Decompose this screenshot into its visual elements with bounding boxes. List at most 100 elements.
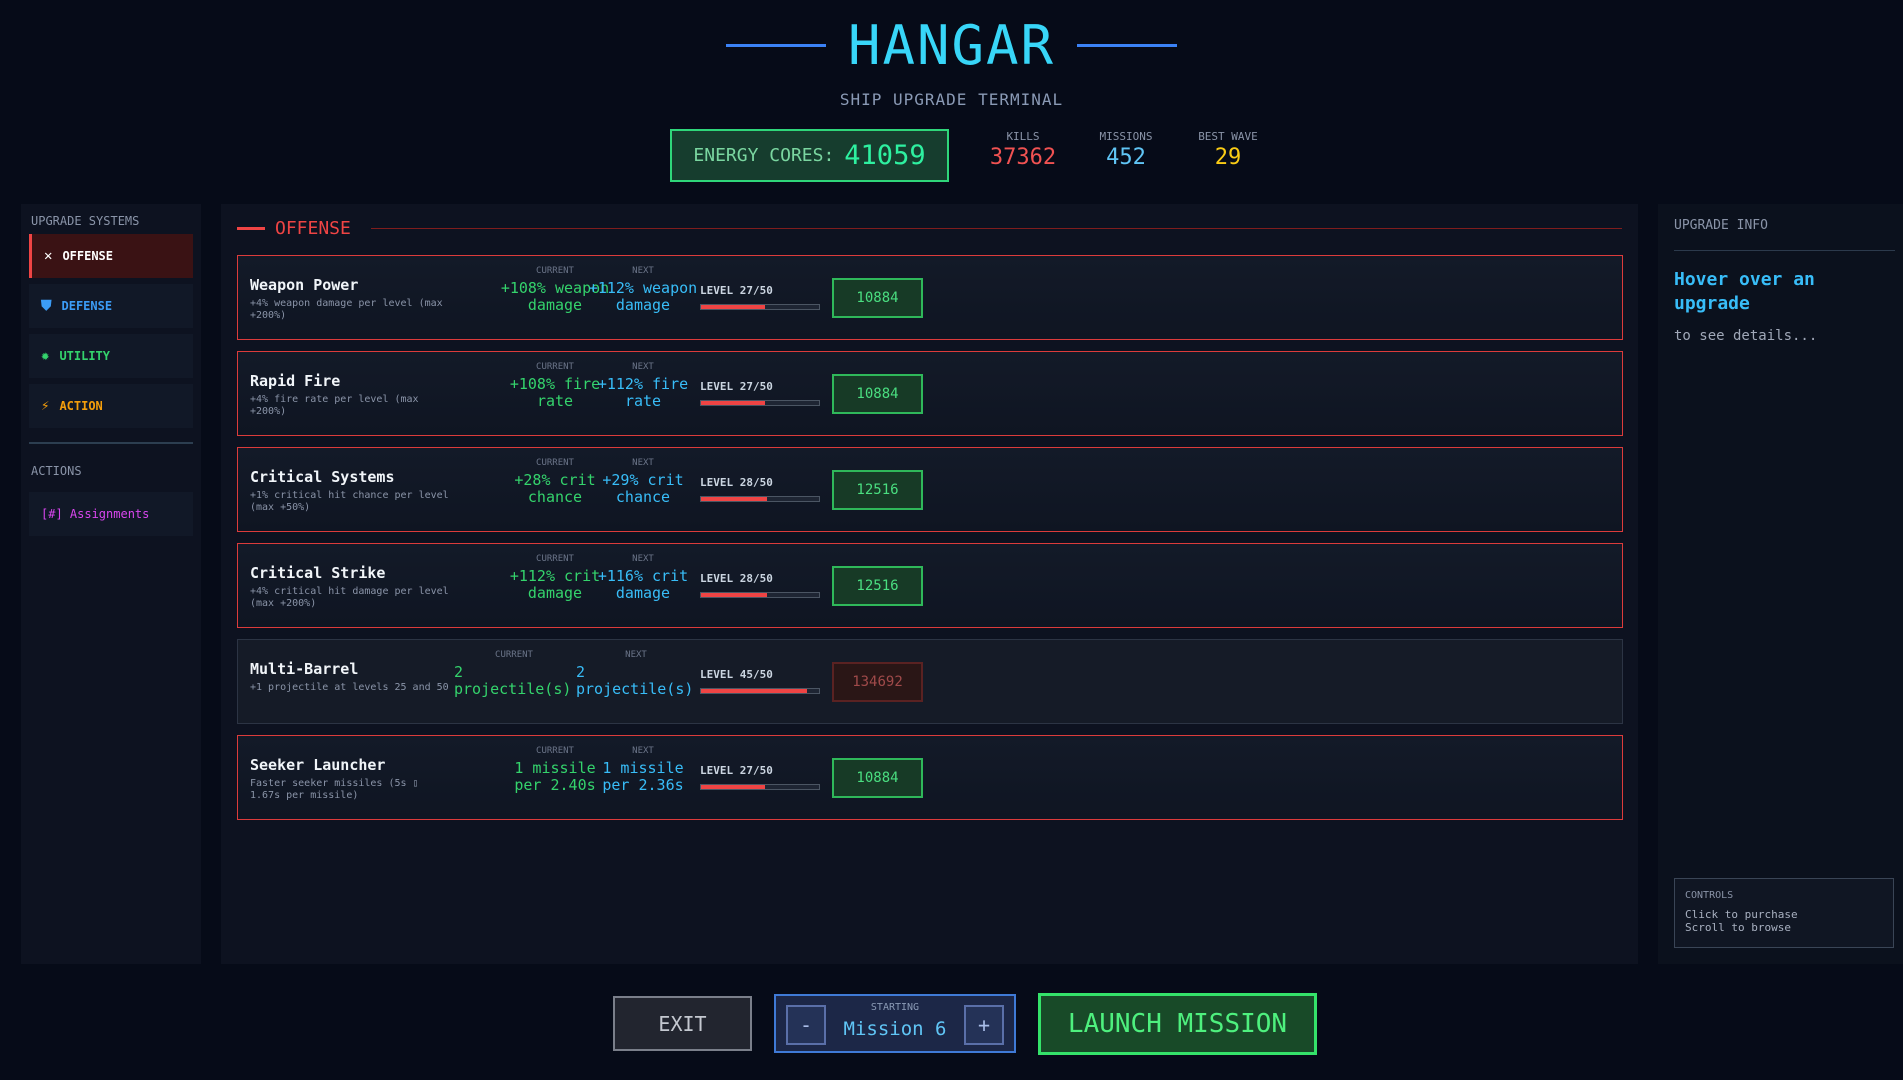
upgrade-card[interactable]: Multi-Barrel +1 projectile at levels 25 … <box>237 639 1623 724</box>
next-effect: 2 projectile(s) <box>576 663 694 698</box>
upgrade-card[interactable]: Critical Strike +4% critical hit damage … <box>237 543 1623 628</box>
controls-box: CONTROLS Click to purchase Scroll to bro… <box>1674 878 1894 948</box>
title-divider-left <box>725 44 826 47</box>
info-divider <box>1674 250 1895 251</box>
next-label: NEXT <box>632 266 654 276</box>
energy-label: ENERGY CORES: <box>693 145 835 166</box>
shield-icon: ⛊ <box>41 298 52 314</box>
sidebar-divider <box>29 442 193 444</box>
mission-selector: - STARTING Mission 6 + <box>774 994 1016 1053</box>
next-label: NEXT <box>632 458 654 468</box>
increment-mission-button[interactable]: + <box>964 1005 1004 1045</box>
level-progress-bar <box>700 496 820 502</box>
next-value: NEXT 1 missile per 2.36s <box>588 746 698 794</box>
purchase-button[interactable]: 10884 <box>832 374 923 414</box>
upgrade-name: Seeker Launcher <box>250 756 386 774</box>
info-subtitle: to see details... <box>1674 328 1818 344</box>
current-label: CURRENT <box>536 554 574 564</box>
purchase-button[interactable]: 12516 <box>832 566 923 606</box>
stat-label: KILLS <box>1006 130 1040 143</box>
stat-label: BEST WAVE <box>1198 130 1258 143</box>
energy-value: 41059 <box>844 140 926 171</box>
current-label: CURRENT <box>536 362 574 372</box>
launch-mission-button[interactable]: LAUNCH MISSION <box>1038 993 1317 1055</box>
level-progress-bar <box>700 688 820 694</box>
sidebar-item-offense[interactable]: ✕ OFFENSE <box>29 234 193 278</box>
sidebar-item-label: OFFENSE <box>62 249 114 263</box>
current-value: CURRENT +108% weapon damage <box>500 266 610 314</box>
exit-button[interactable]: EXIT <box>613 996 752 1051</box>
title-divider-right <box>1077 44 1178 47</box>
upgrade-name: Critical Systems <box>250 468 395 486</box>
sidebar: UPGRADE SYSTEMS ✕ OFFENSE ⛊ DEFENSE ✹ UT… <box>21 204 201 964</box>
next-effect: +112% weapon damage <box>588 279 698 314</box>
upgrade-name: Rapid Fire <box>250 372 341 390</box>
current-effect: 1 missile per 2.40s <box>514 759 596 794</box>
current-effect: 2 projectile(s) <box>454 663 572 698</box>
info-title: Hover over an upgrade <box>1674 269 1815 314</box>
current-value: CURRENT +108% fire rate <box>500 362 610 410</box>
next-effect: +29% crit chance <box>602 471 684 506</box>
next-value: NEXT +116% crit damage <box>588 554 698 602</box>
level-progress-bar <box>700 400 820 406</box>
upgrade-description: +4% fire rate per level (max +200%) <box>250 394 419 417</box>
next-value: NEXT +112% weapon damage <box>588 266 698 314</box>
stat-best-wave: BEST WAVE 29 <box>1173 130 1283 170</box>
next-label: NEXT <box>632 362 654 372</box>
sidebar-item-action[interactable]: ⚡ ACTION <box>29 384 193 428</box>
level-label: LEVEL 28/50 <box>700 476 773 489</box>
level-progress-bar <box>700 592 820 598</box>
next-effect: +116% crit damage <box>597 567 689 602</box>
stat-value: 452 <box>1106 145 1146 170</box>
purchase-button[interactable]: 134692 <box>832 662 923 702</box>
stat-missions: MISSIONS 452 <box>1071 130 1181 170</box>
level-progress-fill <box>701 497 768 501</box>
upgrade-card[interactable]: Rapid Fire +4% fire rate per level (max … <box>237 351 1623 436</box>
next-value: NEXT +29% crit chance <box>588 458 698 506</box>
upgrade-description: +1% critical hit chance per level (max +… <box>250 490 449 513</box>
upgrade-card[interactable]: Weapon Power +4% weapon damage per level… <box>237 255 1623 340</box>
level-progress-fill <box>701 785 765 789</box>
sidebar-item-defense[interactable]: ⛊ DEFENSE <box>29 284 193 328</box>
stat-kills: KILLS 37362 <box>968 130 1078 170</box>
level-progress-fill <box>701 305 765 309</box>
section-line <box>370 228 1622 229</box>
upgrade-description: +4% weapon damage per level (max +200%) <box>250 298 443 321</box>
purchase-button[interactable]: 10884 <box>832 278 923 318</box>
upgrade-info-panel: UPGRADE INFO Hover over an upgrade to se… <box>1658 204 1903 964</box>
decrement-mission-button[interactable]: - <box>786 1005 826 1045</box>
level-label: LEVEL 45/50 <box>700 668 773 681</box>
section-dash <box>237 227 265 230</box>
current-value: CURRENT 2 projectile(s) <box>454 650 574 698</box>
upgrade-card[interactable]: Critical Systems +1% critical hit chance… <box>237 447 1623 532</box>
next-effect: +112% fire rate <box>597 375 689 410</box>
next-value: NEXT +112% fire rate <box>588 362 698 410</box>
actions-heading: ACTIONS <box>31 464 82 478</box>
control-hint: Click to purchase <box>1685 908 1798 921</box>
info-heading: UPGRADE INFO <box>1674 218 1768 233</box>
mission-value: Mission 6 <box>843 1018 947 1040</box>
current-effect: +108% weapon damage <box>500 279 610 314</box>
purchase-button[interactable]: 10884 <box>832 758 923 798</box>
page-subtitle: SHIP UPGRADE TERMINAL <box>839 90 1064 109</box>
next-label: NEXT <box>632 554 654 564</box>
upgrade-name: Weapon Power <box>250 276 359 294</box>
next-label: NEXT <box>632 746 654 756</box>
assignments-button[interactable]: [#] Assignments <box>29 492 193 536</box>
section-title: OFFENSE <box>275 218 351 239</box>
current-label: CURRENT <box>536 266 574 276</box>
current-effect: +28% crit chance <box>514 471 596 506</box>
upgrade-description: Faster seeker missiles (5s ▯ 1.67s per m… <box>250 778 419 801</box>
purchase-button[interactable]: 12516 <box>832 470 923 510</box>
upgrade-name: Multi-Barrel <box>250 660 359 678</box>
sidebar-item-utility[interactable]: ✹ UTILITY <box>29 334 193 378</box>
level-label: LEVEL 27/50 <box>700 284 773 297</box>
crossed-swords-icon: ✕ <box>44 248 53 264</box>
level-progress-fill <box>701 401 765 405</box>
upgrade-card[interactable]: Seeker Launcher Faster seeker missiles (… <box>237 735 1623 820</box>
level-progress-fill <box>701 689 808 693</box>
next-label: NEXT <box>625 650 647 660</box>
lightning-icon: ⚡ <box>41 398 50 414</box>
next-effect: 1 missile per 2.36s <box>602 759 684 794</box>
level-progress-fill <box>701 593 768 597</box>
